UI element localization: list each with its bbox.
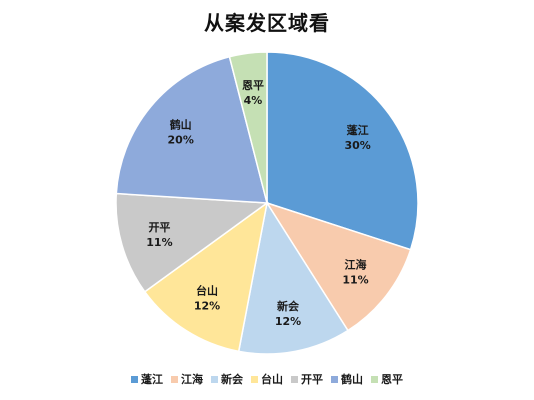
slice-percent-label: 20% — [168, 134, 194, 147]
slice-category-label: 鹤山 — [170, 118, 192, 132]
pie-slice-4 — [143, 201, 269, 353]
legend-label: 鹤山 — [341, 373, 363, 386]
slice-category-label: 台山 — [196, 284, 218, 298]
legend-item: 蓬江 — [131, 371, 163, 387]
legend-swatch — [331, 375, 338, 383]
legend-label: 江海 — [181, 373, 203, 386]
legend-item: 江海 — [171, 371, 203, 387]
pie-slice-7 — [228, 51, 268, 204]
legend-swatch — [251, 375, 258, 383]
legend-item: 开平 — [291, 371, 323, 387]
legend-swatch — [211, 375, 218, 383]
legend-label: 台山 — [261, 373, 283, 386]
slice-percent-label: 4% — [244, 94, 263, 107]
legend-item: 恩平 — [371, 371, 403, 387]
slice-category-label: 新会 — [277, 299, 300, 313]
slice-percent-label: 30% — [344, 139, 370, 152]
pie-slice-2 — [265, 201, 412, 332]
legend-item: 新会 — [211, 371, 243, 387]
chart-title: 从案发区域看 — [204, 11, 330, 35]
slice-category-label: 江海 — [344, 258, 366, 272]
pie-slice-3 — [237, 200, 349, 355]
legend: 蓬江 江海 新会 台山 开平 鹤山 恩平 — [0, 371, 534, 387]
slice-category-label: 恩平 — [242, 79, 264, 92]
legend-swatch — [371, 375, 378, 383]
slice-category-label: 蓬江 — [347, 123, 369, 137]
pie-slice-5 — [115, 192, 270, 293]
legend-item: 鹤山 — [331, 371, 363, 387]
legend-item: 台山 — [251, 371, 283, 387]
legend-swatch — [131, 375, 138, 383]
slice-percent-label: 12% — [194, 300, 220, 313]
legend-label: 恩平 — [381, 373, 403, 386]
slice-percent-label: 12% — [275, 315, 301, 328]
slice-category-label: 开平 — [148, 221, 170, 234]
legend-label: 开平 — [301, 373, 323, 386]
slice-percent-label: 11% — [146, 236, 172, 249]
legend-swatch — [171, 375, 178, 383]
legend-label: 新会 — [221, 373, 243, 386]
pie-slice-1 — [266, 51, 419, 251]
legend-label: 蓬江 — [141, 373, 163, 386]
legend-swatch — [291, 375, 298, 383]
pie-slice-6 — [115, 55, 268, 204]
slice-percent-label: 11% — [342, 274, 368, 287]
